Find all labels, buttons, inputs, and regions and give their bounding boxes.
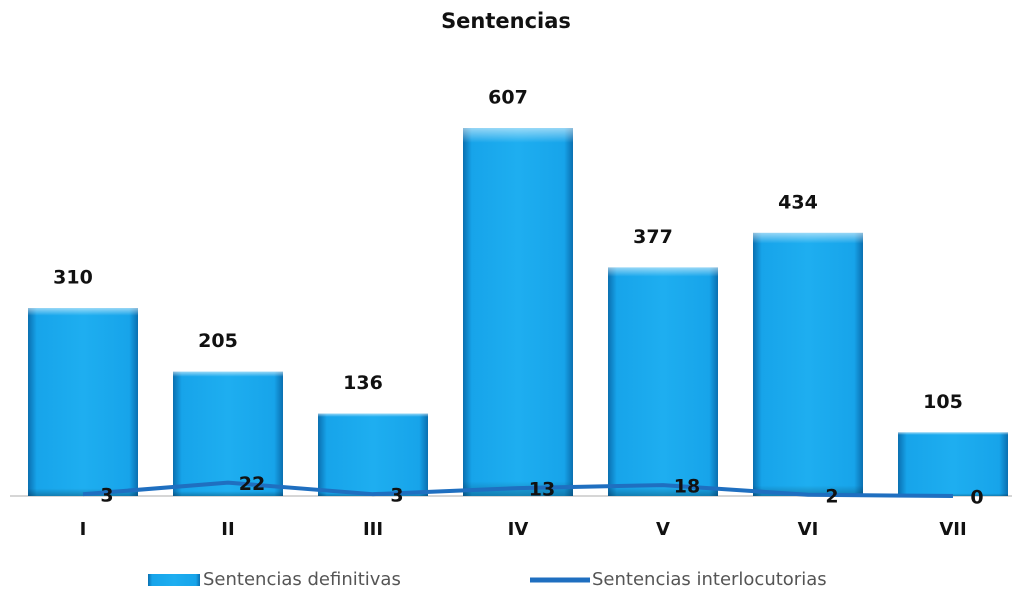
x-tick-label: IV	[508, 519, 529, 540]
data-label: 18	[674, 476, 700, 498]
data-label: 377	[633, 226, 673, 248]
x-tick-label: I	[80, 519, 87, 540]
data-label: 0	[970, 487, 983, 509]
bar-shade	[463, 128, 573, 496]
data-label: 310	[53, 267, 93, 289]
data-label: 3	[100, 485, 113, 507]
legend-label: Sentencias definitivas	[203, 569, 401, 590]
x-tick-label: VI	[798, 519, 819, 540]
data-label: 105	[923, 391, 963, 413]
x-tick-label: VII	[939, 519, 966, 540]
data-label: 13	[529, 479, 555, 501]
bar-shade	[898, 432, 1008, 496]
data-label: 607	[488, 87, 528, 109]
bar-shade	[608, 267, 718, 496]
data-label: 22	[239, 473, 265, 495]
bar-shade	[753, 232, 863, 496]
data-label: 3	[390, 485, 403, 507]
x-tick-label: III	[363, 519, 383, 540]
x-tick-label: V	[656, 519, 670, 540]
data-label: 136	[343, 372, 383, 394]
legend-label: Sentencias interlocutorias	[592, 569, 827, 590]
legend-swatch-bar	[148, 574, 200, 586]
x-tick-label: II	[221, 519, 234, 540]
data-label: 434	[778, 191, 818, 213]
bar-shade	[318, 413, 428, 496]
bar-shade	[173, 371, 283, 496]
line	[82, 480, 954, 498]
data-label: 205	[198, 330, 238, 352]
bar-shade	[28, 308, 138, 496]
chart-title: Sentencias	[441, 9, 571, 33]
data-label: 2	[825, 485, 838, 507]
